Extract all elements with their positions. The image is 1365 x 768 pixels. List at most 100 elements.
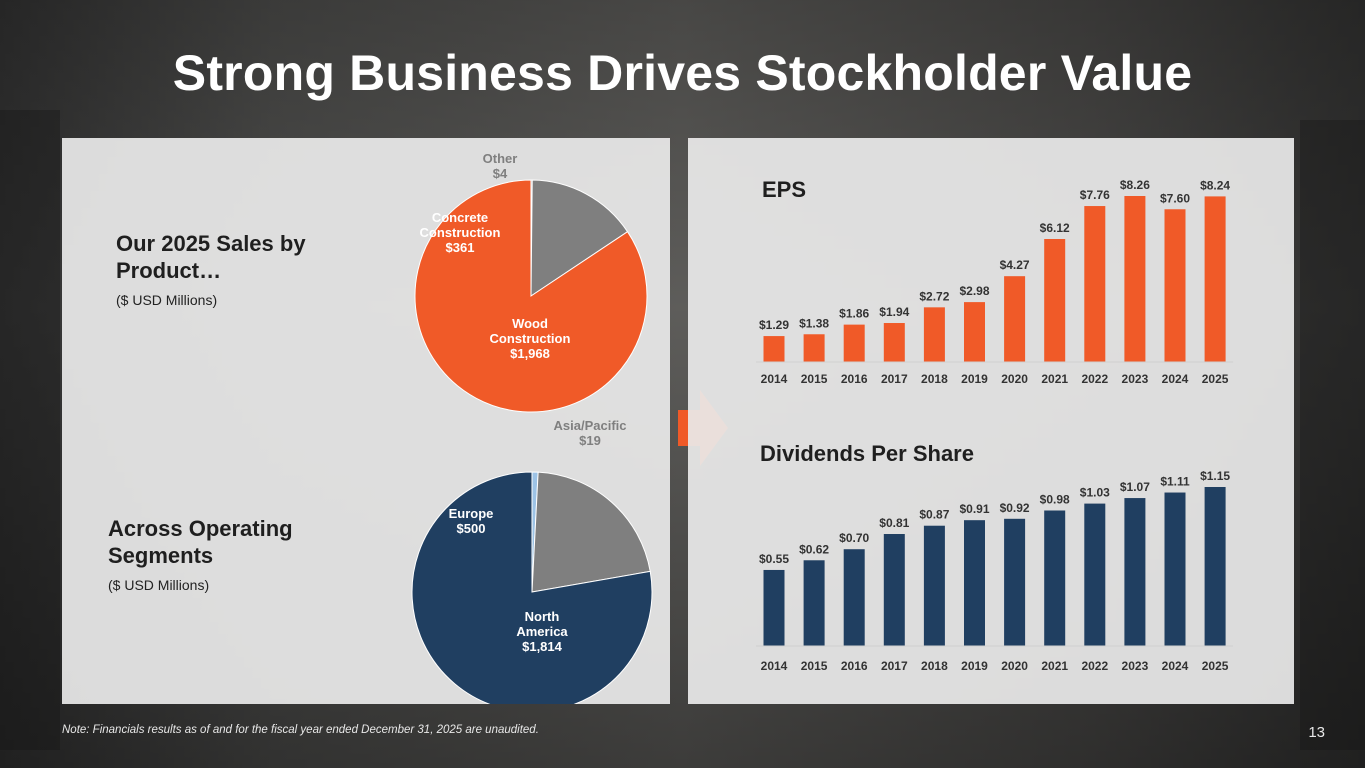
x-tick-label: 2015	[801, 372, 828, 386]
bar-2021	[1044, 239, 1066, 362]
bar-value-label: $0.92	[1000, 501, 1030, 515]
x-tick-label: 2019	[961, 372, 988, 386]
pie-label-asia-pacific: Asia/Pacific $19	[554, 418, 627, 448]
pie-slice-concrete-construction	[530, 179, 629, 297]
x-tick-label: 2015	[801, 659, 828, 673]
bar-value-label: $1.38	[799, 316, 829, 330]
bar-value-label: $1.94	[879, 305, 909, 319]
segments-subtitle: ($ USD Millions)	[108, 577, 210, 593]
pie-label-concrete-construction: Concrete Construction $361	[420, 210, 501, 255]
sales-heading-line: Product…	[116, 258, 222, 283]
bar-2019	[964, 302, 985, 362]
sales-by-product-pie-chart: Wood Construction $1,968 Concrete Constructi…	[414, 151, 648, 413]
bar-2025	[1204, 196, 1226, 362]
right-panel: EPS Dividends Per Share $1.29 2014 $1.38 20…	[688, 138, 1294, 704]
x-tick-label: 2016	[841, 659, 868, 673]
x-tick-label: 2018	[921, 659, 948, 673]
segments-heading: Across Operating Segments	[108, 515, 293, 569]
bar-value-label: $1.86	[839, 307, 869, 321]
x-tick-label: 2020	[1001, 372, 1028, 386]
sales-heading-line: Our 2025 Sales by	[116, 231, 306, 256]
segments-heading-line: Across Operating	[108, 516, 293, 541]
bar-2016	[843, 324, 865, 362]
bar-value-label: $8.26	[1120, 178, 1150, 192]
bar-2022	[1084, 206, 1106, 362]
x-tick-label: 2021	[1041, 659, 1068, 673]
x-tick-label: 2025	[1202, 659, 1229, 673]
bar-value-label: $7.60	[1160, 191, 1190, 205]
bar-value-label: $1.11	[1160, 475, 1190, 489]
x-tick-label: 2017	[881, 659, 908, 673]
bar-2022	[1084, 503, 1106, 646]
bar-value-label: $7.76	[1080, 188, 1110, 202]
bar-2021	[1044, 510, 1066, 646]
dividends-bar-chart: $0.55 2014 $0.62 2015 $0.70 2016 $0.81 2017 $0.8…	[756, 469, 1234, 673]
bar-value-label: $4.27	[1000, 258, 1030, 272]
bar-2016	[843, 549, 865, 646]
sales-subtitle: ($ USD Millions)	[116, 292, 218, 308]
x-tick-label: 2023	[1122, 659, 1149, 673]
bar-value-label: $8.24	[1200, 178, 1230, 192]
x-tick-label: 2018	[921, 372, 948, 386]
x-tick-label: 2016	[841, 372, 868, 386]
x-tick-label: 2021	[1041, 372, 1068, 386]
bar-value-label: $0.98	[1040, 493, 1070, 507]
bar-value-label: $2.72	[919, 289, 949, 303]
background-shelf	[1300, 120, 1365, 750]
bar-value-label: $0.87	[919, 508, 949, 522]
x-tick-label: 2020	[1001, 659, 1028, 673]
bar-value-label: $6.12	[1040, 221, 1070, 235]
bar-2024	[1164, 492, 1186, 646]
bar-value-label: $0.55	[759, 552, 789, 566]
left-panel: Our 2025 Sales by Product… ($ USD Millio…	[62, 138, 670, 704]
x-tick-label: 2014	[761, 372, 788, 386]
bar-value-label: $0.81	[879, 516, 909, 530]
bar-2023	[1124, 196, 1146, 362]
x-tick-label: 2017	[881, 372, 908, 386]
bar-2017	[883, 534, 905, 646]
dps-title: Dividends Per Share	[760, 441, 974, 466]
eps-title: EPS	[762, 177, 807, 202]
page-number: 13	[1308, 724, 1325, 741]
pie-slice-wood-construction	[414, 179, 648, 413]
bar-2017	[883, 323, 905, 362]
bar-2020	[1004, 518, 1026, 646]
bar-value-label: $1.03	[1080, 486, 1110, 500]
bar-value-label: $0.70	[839, 531, 869, 545]
bar-value-label: $0.62	[799, 542, 829, 556]
pie-slice-europe	[531, 471, 651, 593]
bar-2014	[763, 336, 785, 362]
sales-heading: Our 2025 Sales by Product…	[116, 230, 306, 284]
segments-heading-line: Segments	[108, 543, 214, 568]
x-tick-label: 2022	[1081, 372, 1108, 386]
background-shelf	[0, 110, 60, 750]
bar-2018	[923, 307, 945, 362]
bar-2020	[1004, 276, 1026, 362]
pie-slice-north-america	[411, 471, 653, 704]
slide-title: Strong Business Drives Stockholder Value	[172, 45, 1193, 101]
bar-value-label: $1.29	[759, 318, 789, 332]
bar-2025	[1204, 487, 1226, 646]
footnote: Note: Financials results as of and for t…	[62, 724, 539, 736]
bar-value-label: $1.07	[1120, 480, 1150, 494]
x-tick-label: 2023	[1122, 372, 1149, 386]
pie-label-wood-construction: Wood Construction $1,968	[490, 316, 571, 361]
x-tick-label: 2025	[1202, 372, 1229, 386]
pie-label-europe: Europe $500	[449, 506, 494, 536]
bar-2024	[1164, 209, 1186, 362]
eps-bar-chart: $1.29 2014 $1.38 2015 $1.86 2016 $1.94 2017 $2.7…	[756, 178, 1234, 386]
x-tick-label: 2014	[761, 659, 788, 673]
bar-2015	[803, 334, 825, 362]
pie-label-north-america: North America $1,814	[516, 609, 568, 654]
x-tick-label: 2024	[1162, 372, 1189, 386]
bar-2019	[964, 520, 985, 646]
bar-2015	[803, 560, 825, 646]
operating-segments-pie-chart: North America $1,814 Europe $500 Asia/Pacific…	[411, 418, 653, 704]
x-tick-label: 2022	[1081, 659, 1108, 673]
bar-2018	[923, 525, 945, 646]
x-tick-label: 2019	[961, 659, 988, 673]
x-tick-label: 2024	[1162, 659, 1189, 673]
bar-value-label: $0.91	[959, 502, 989, 516]
pie-label-other: Other $4	[483, 151, 518, 181]
